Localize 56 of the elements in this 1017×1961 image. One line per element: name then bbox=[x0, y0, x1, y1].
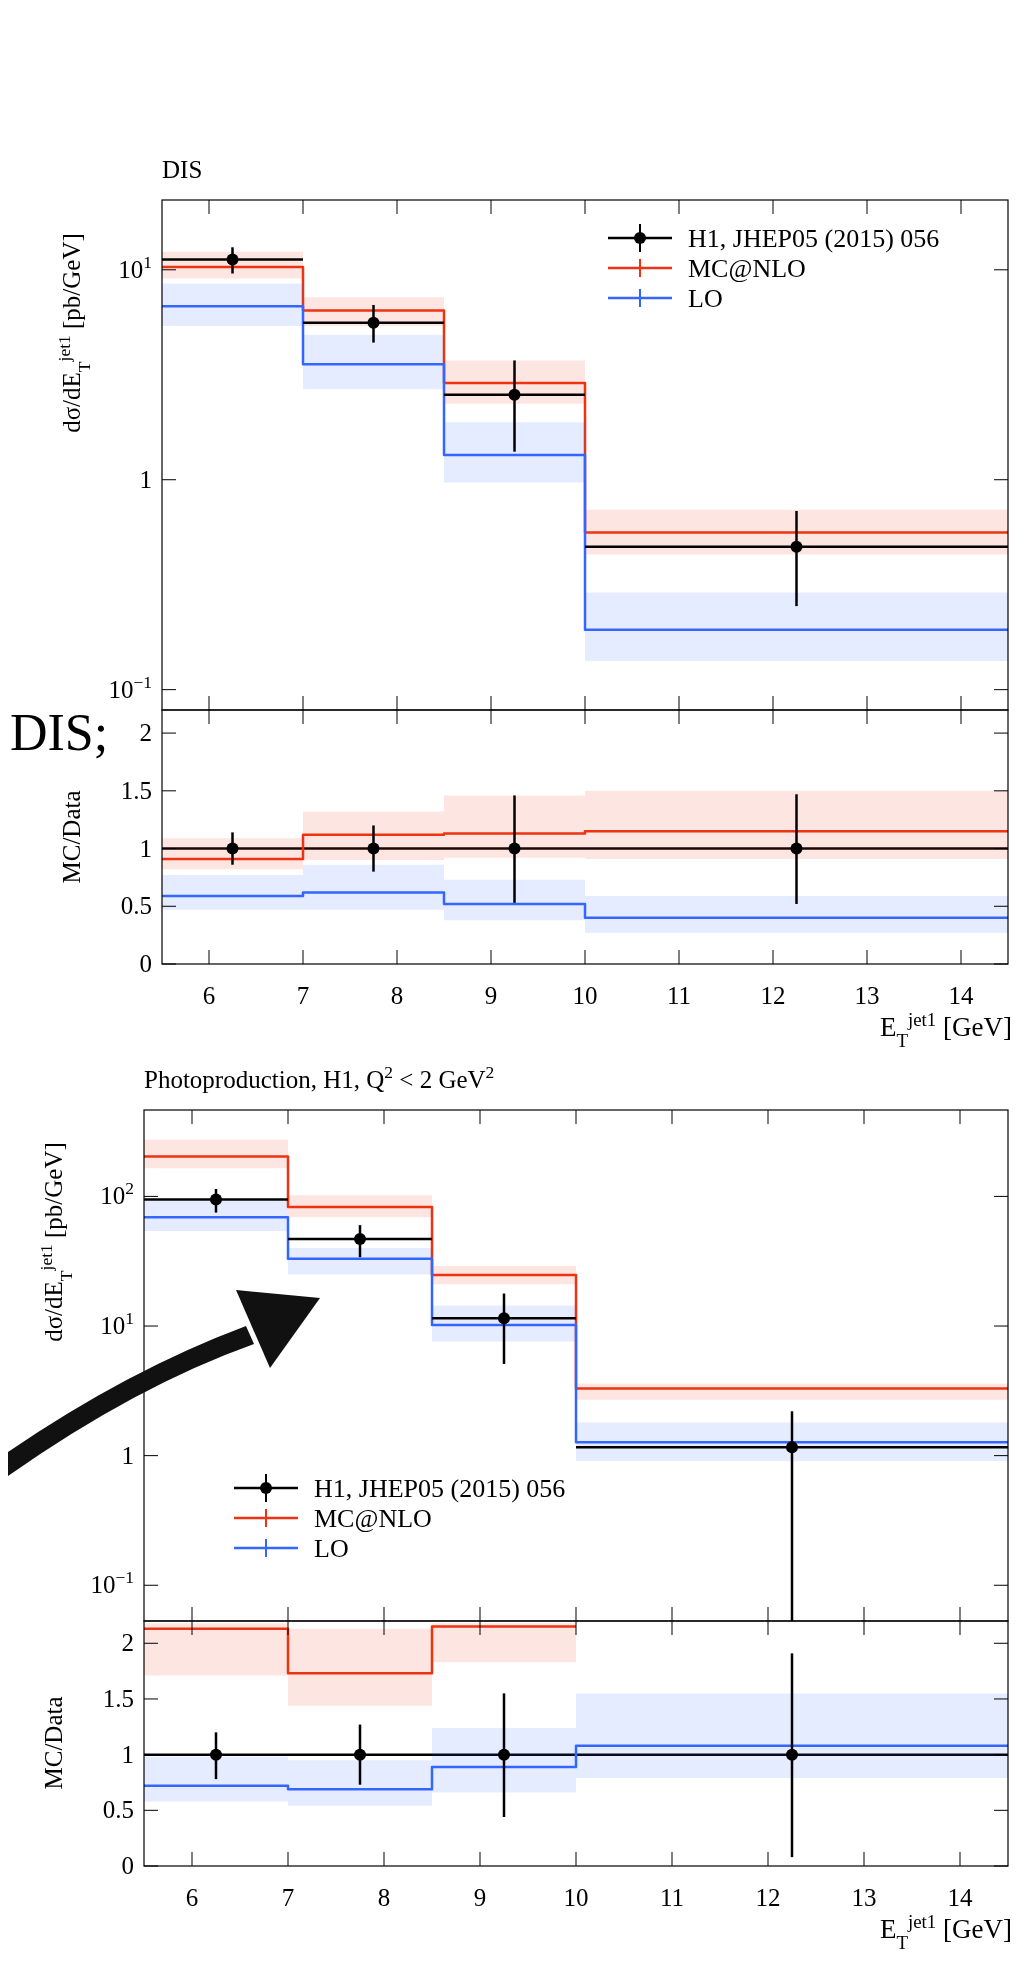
x-tick-label: 8 bbox=[390, 982, 404, 1009]
y-axis-title: MC/Data bbox=[58, 790, 85, 884]
point bbox=[354, 1232, 366, 1245]
x-tick-label: 10 bbox=[572, 982, 598, 1009]
legend-label: MC@NLO bbox=[314, 1504, 432, 1533]
x-tick-label: 6 bbox=[202, 982, 216, 1009]
x-tick-label: 7 bbox=[296, 982, 310, 1009]
y-tick-label: 1 bbox=[139, 465, 152, 493]
point bbox=[498, 1312, 510, 1325]
legend-label: LO bbox=[314, 1534, 349, 1563]
x-tick-label: 8 bbox=[377, 1884, 391, 1911]
x-tick-label: 13 bbox=[851, 1884, 877, 1911]
x-tick-label: 12 bbox=[755, 1884, 781, 1911]
y-tick-label: 1 bbox=[139, 834, 152, 862]
legend-label: H1, JHEP05 (2015) 056 bbox=[688, 224, 940, 253]
point bbox=[367, 316, 380, 329]
y-tick-label: 1.5 bbox=[120, 776, 152, 804]
x-tick-label: 7 bbox=[281, 1884, 295, 1911]
y-tick-label: 10$^{2}$ bbox=[100, 1178, 134, 1210]
point bbox=[786, 1441, 798, 1454]
y-tick-label: 10$^{−1}$ bbox=[108, 671, 152, 703]
x-tick-label: 10 bbox=[563, 1884, 589, 1911]
legend-label: LO bbox=[688, 284, 723, 313]
y-tick-label: 0.5 bbox=[120, 892, 152, 920]
y-tick-label: 2 bbox=[121, 1629, 134, 1657]
y-tick-label: 1 bbox=[121, 1740, 134, 1768]
chart-title: Photoproduction, H1, Q$^{2}$ < 2 GeV$^{2}$ bbox=[144, 1062, 495, 1093]
text: DIS; bbox=[10, 704, 109, 761]
x-axis-title: E$_{T}$$^{jet1}$ [GeV] bbox=[879, 1910, 1012, 1953]
y-tick-label: 0 bbox=[121, 1852, 134, 1879]
y-axis-title: MC/Data bbox=[40, 1696, 67, 1790]
x-tick-label: 14 bbox=[947, 1884, 973, 1911]
x-tick-label: 11 bbox=[659, 1884, 685, 1911]
x-axis-title: E$_{T}$$^{jet1}$ [GeV] bbox=[879, 1008, 1012, 1051]
y-tick-label: 10$^{1}$ bbox=[100, 1308, 134, 1340]
legend-label: MC@NLO bbox=[688, 254, 806, 283]
x-tick-label: 9 bbox=[484, 982, 498, 1009]
y-tick-label: 0 bbox=[139, 950, 152, 977]
point bbox=[790, 540, 803, 553]
x-tick-label: 12 bbox=[760, 982, 786, 1009]
point bbox=[210, 1193, 222, 1206]
legend-label: H1, JHEP05 (2015) 056 bbox=[314, 1474, 566, 1503]
y-tick-label: 10$^{−1}$ bbox=[90, 1567, 134, 1599]
x-tick-label: 6 bbox=[185, 1884, 199, 1911]
point bbox=[508, 388, 521, 401]
point bbox=[226, 253, 239, 266]
y-tick-label: 0.5 bbox=[102, 1796, 134, 1824]
y-tick-label: 10$^{1}$ bbox=[118, 251, 152, 283]
y-tick-label: 1.5 bbox=[102, 1684, 134, 1712]
x-tick-label: 9 bbox=[473, 1884, 487, 1911]
y-tick-label: 1 bbox=[121, 1441, 134, 1469]
x-tick-label: 13 bbox=[854, 982, 880, 1009]
x-tick-label: 11 bbox=[666, 982, 692, 1009]
y-tick-label: 2 bbox=[139, 719, 152, 747]
x-tick-label: 14 bbox=[948, 982, 974, 1009]
chart-title: DIS bbox=[162, 156, 203, 183]
